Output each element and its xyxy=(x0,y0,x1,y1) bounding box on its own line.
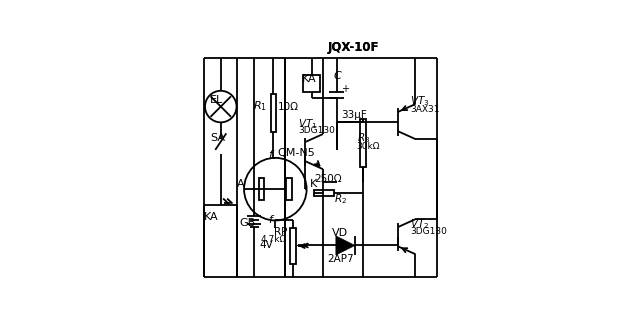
Polygon shape xyxy=(336,236,355,255)
Text: 4V: 4V xyxy=(259,240,273,251)
Text: 3DG130: 3DG130 xyxy=(410,227,447,236)
Text: K: K xyxy=(311,179,318,189)
Text: $R_3$: $R_3$ xyxy=(357,131,370,145)
Text: 250Ω: 250Ω xyxy=(314,174,341,184)
Text: JQX-10F: JQX-10F xyxy=(327,41,379,54)
Text: KA: KA xyxy=(204,212,219,222)
Bar xyxy=(270,94,276,132)
Text: 10Ω: 10Ω xyxy=(278,102,299,111)
Text: KA: KA xyxy=(302,74,316,84)
Text: RP: RP xyxy=(275,227,288,237)
Text: EL: EL xyxy=(210,95,223,105)
Text: 2AP7: 2AP7 xyxy=(327,254,353,264)
Text: A: A xyxy=(236,179,244,189)
Text: JQX-10F: JQX-10F xyxy=(327,41,379,54)
Text: +: + xyxy=(341,84,349,94)
Bar xyxy=(259,178,265,201)
Bar xyxy=(303,75,321,92)
Text: $VT_2$: $VT_2$ xyxy=(410,217,429,231)
Text: $VT_1$: $VT_1$ xyxy=(298,117,318,131)
Bar xyxy=(287,178,292,201)
Bar xyxy=(290,228,296,264)
Text: 33μF: 33μF xyxy=(341,110,367,120)
Bar xyxy=(314,190,334,196)
Bar xyxy=(360,119,366,167)
Text: $R_1$: $R_1$ xyxy=(253,100,266,113)
Text: $R_2$: $R_2$ xyxy=(334,192,347,206)
Text: GB: GB xyxy=(239,218,255,228)
Text: 3AX31: 3AX31 xyxy=(410,105,440,113)
Text: $C$: $C$ xyxy=(333,69,343,81)
Text: 3DG130: 3DG130 xyxy=(298,126,335,135)
Text: 4.7kΩ: 4.7kΩ xyxy=(261,235,287,244)
Text: VD: VD xyxy=(333,228,348,238)
Text: f: f xyxy=(268,215,272,226)
Text: f: f xyxy=(268,150,272,160)
Text: $VT_3$: $VT_3$ xyxy=(410,95,430,109)
Text: 30kΩ: 30kΩ xyxy=(357,142,380,151)
Text: SA: SA xyxy=(210,133,225,143)
Text: QM-N5: QM-N5 xyxy=(277,148,315,158)
